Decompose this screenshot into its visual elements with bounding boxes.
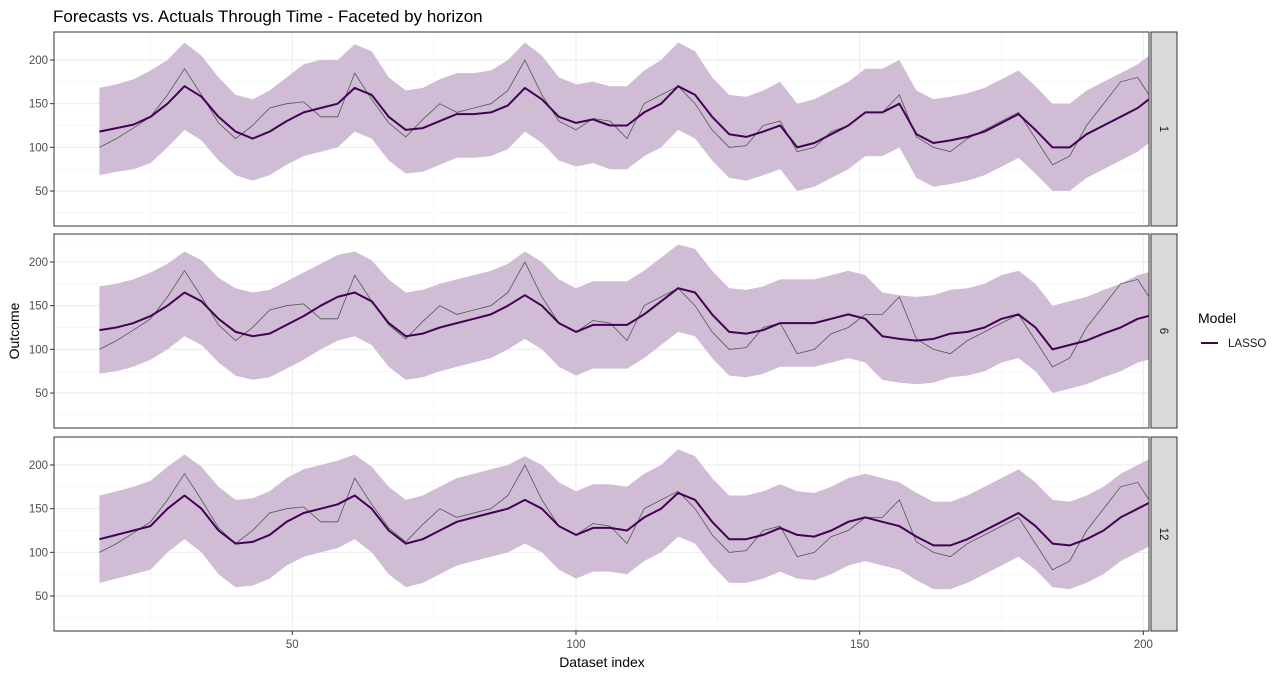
- y-tick-label: 100: [29, 344, 48, 356]
- facet-strip: [1150, 31, 1178, 227]
- y-tick-label: 150: [29, 99, 48, 111]
- x-tick-label: 50: [286, 639, 299, 651]
- y-tick-label: 100: [29, 142, 48, 154]
- y-tick-label: 50: [35, 591, 48, 603]
- prediction-interval-band: [99, 244, 1149, 393]
- lasso-forecast-line: [99, 287, 1149, 351]
- legend: Model LASSO: [1198, 310, 1266, 350]
- facet-strip-label: 1: [1157, 126, 1169, 132]
- facet-panel-12: 12 50 100 150 200: [29, 436, 1178, 632]
- facet-strip-label: 6: [1157, 328, 1169, 334]
- actual-series-line: [99, 59, 1149, 166]
- x-axis-ticks: 50 100 150 200: [286, 631, 1153, 651]
- panel-border: [53, 436, 1150, 632]
- prediction-interval-band: [99, 42, 1149, 191]
- y-tick-label: 200: [29, 460, 48, 472]
- panel-border: [53, 31, 1150, 227]
- facet-panel-6: 6 50 100 150 200: [29, 233, 1178, 429]
- x-axis-label: Dataset index: [559, 654, 645, 670]
- y-tick-label: 150: [29, 301, 48, 313]
- facet-strip: [1150, 436, 1178, 632]
- prediction-interval-band: [99, 449, 1149, 590]
- x-tick-label: 150: [850, 639, 869, 651]
- legend-label-lasso: LASSO: [1228, 338, 1266, 350]
- panel-border: [53, 233, 1150, 429]
- legend-title: Model: [1198, 310, 1236, 326]
- x-tick-label: 200: [1134, 639, 1153, 651]
- y-tick-label: 200: [29, 55, 48, 67]
- actual-series-line: [99, 464, 1149, 571]
- y-axis-label: Outcome: [6, 302, 22, 359]
- actual-series-line: [99, 261, 1149, 368]
- y-tick-label: 100: [29, 547, 48, 559]
- x-tick-label: 100: [566, 639, 585, 651]
- chart-title: Forecasts vs. Actuals Through Time - Fac…: [53, 7, 483, 26]
- facet-strip: [1150, 233, 1178, 429]
- facet-strip-label: 12: [1157, 528, 1169, 541]
- lasso-forecast-line: [99, 85, 1149, 149]
- y-tick-label: 150: [29, 504, 48, 516]
- y-tick-label: 200: [29, 257, 48, 269]
- y-tick-label: 50: [35, 388, 48, 400]
- lasso-forecast-line: [99, 491, 1149, 547]
- y-tick-label: 50: [35, 186, 48, 198]
